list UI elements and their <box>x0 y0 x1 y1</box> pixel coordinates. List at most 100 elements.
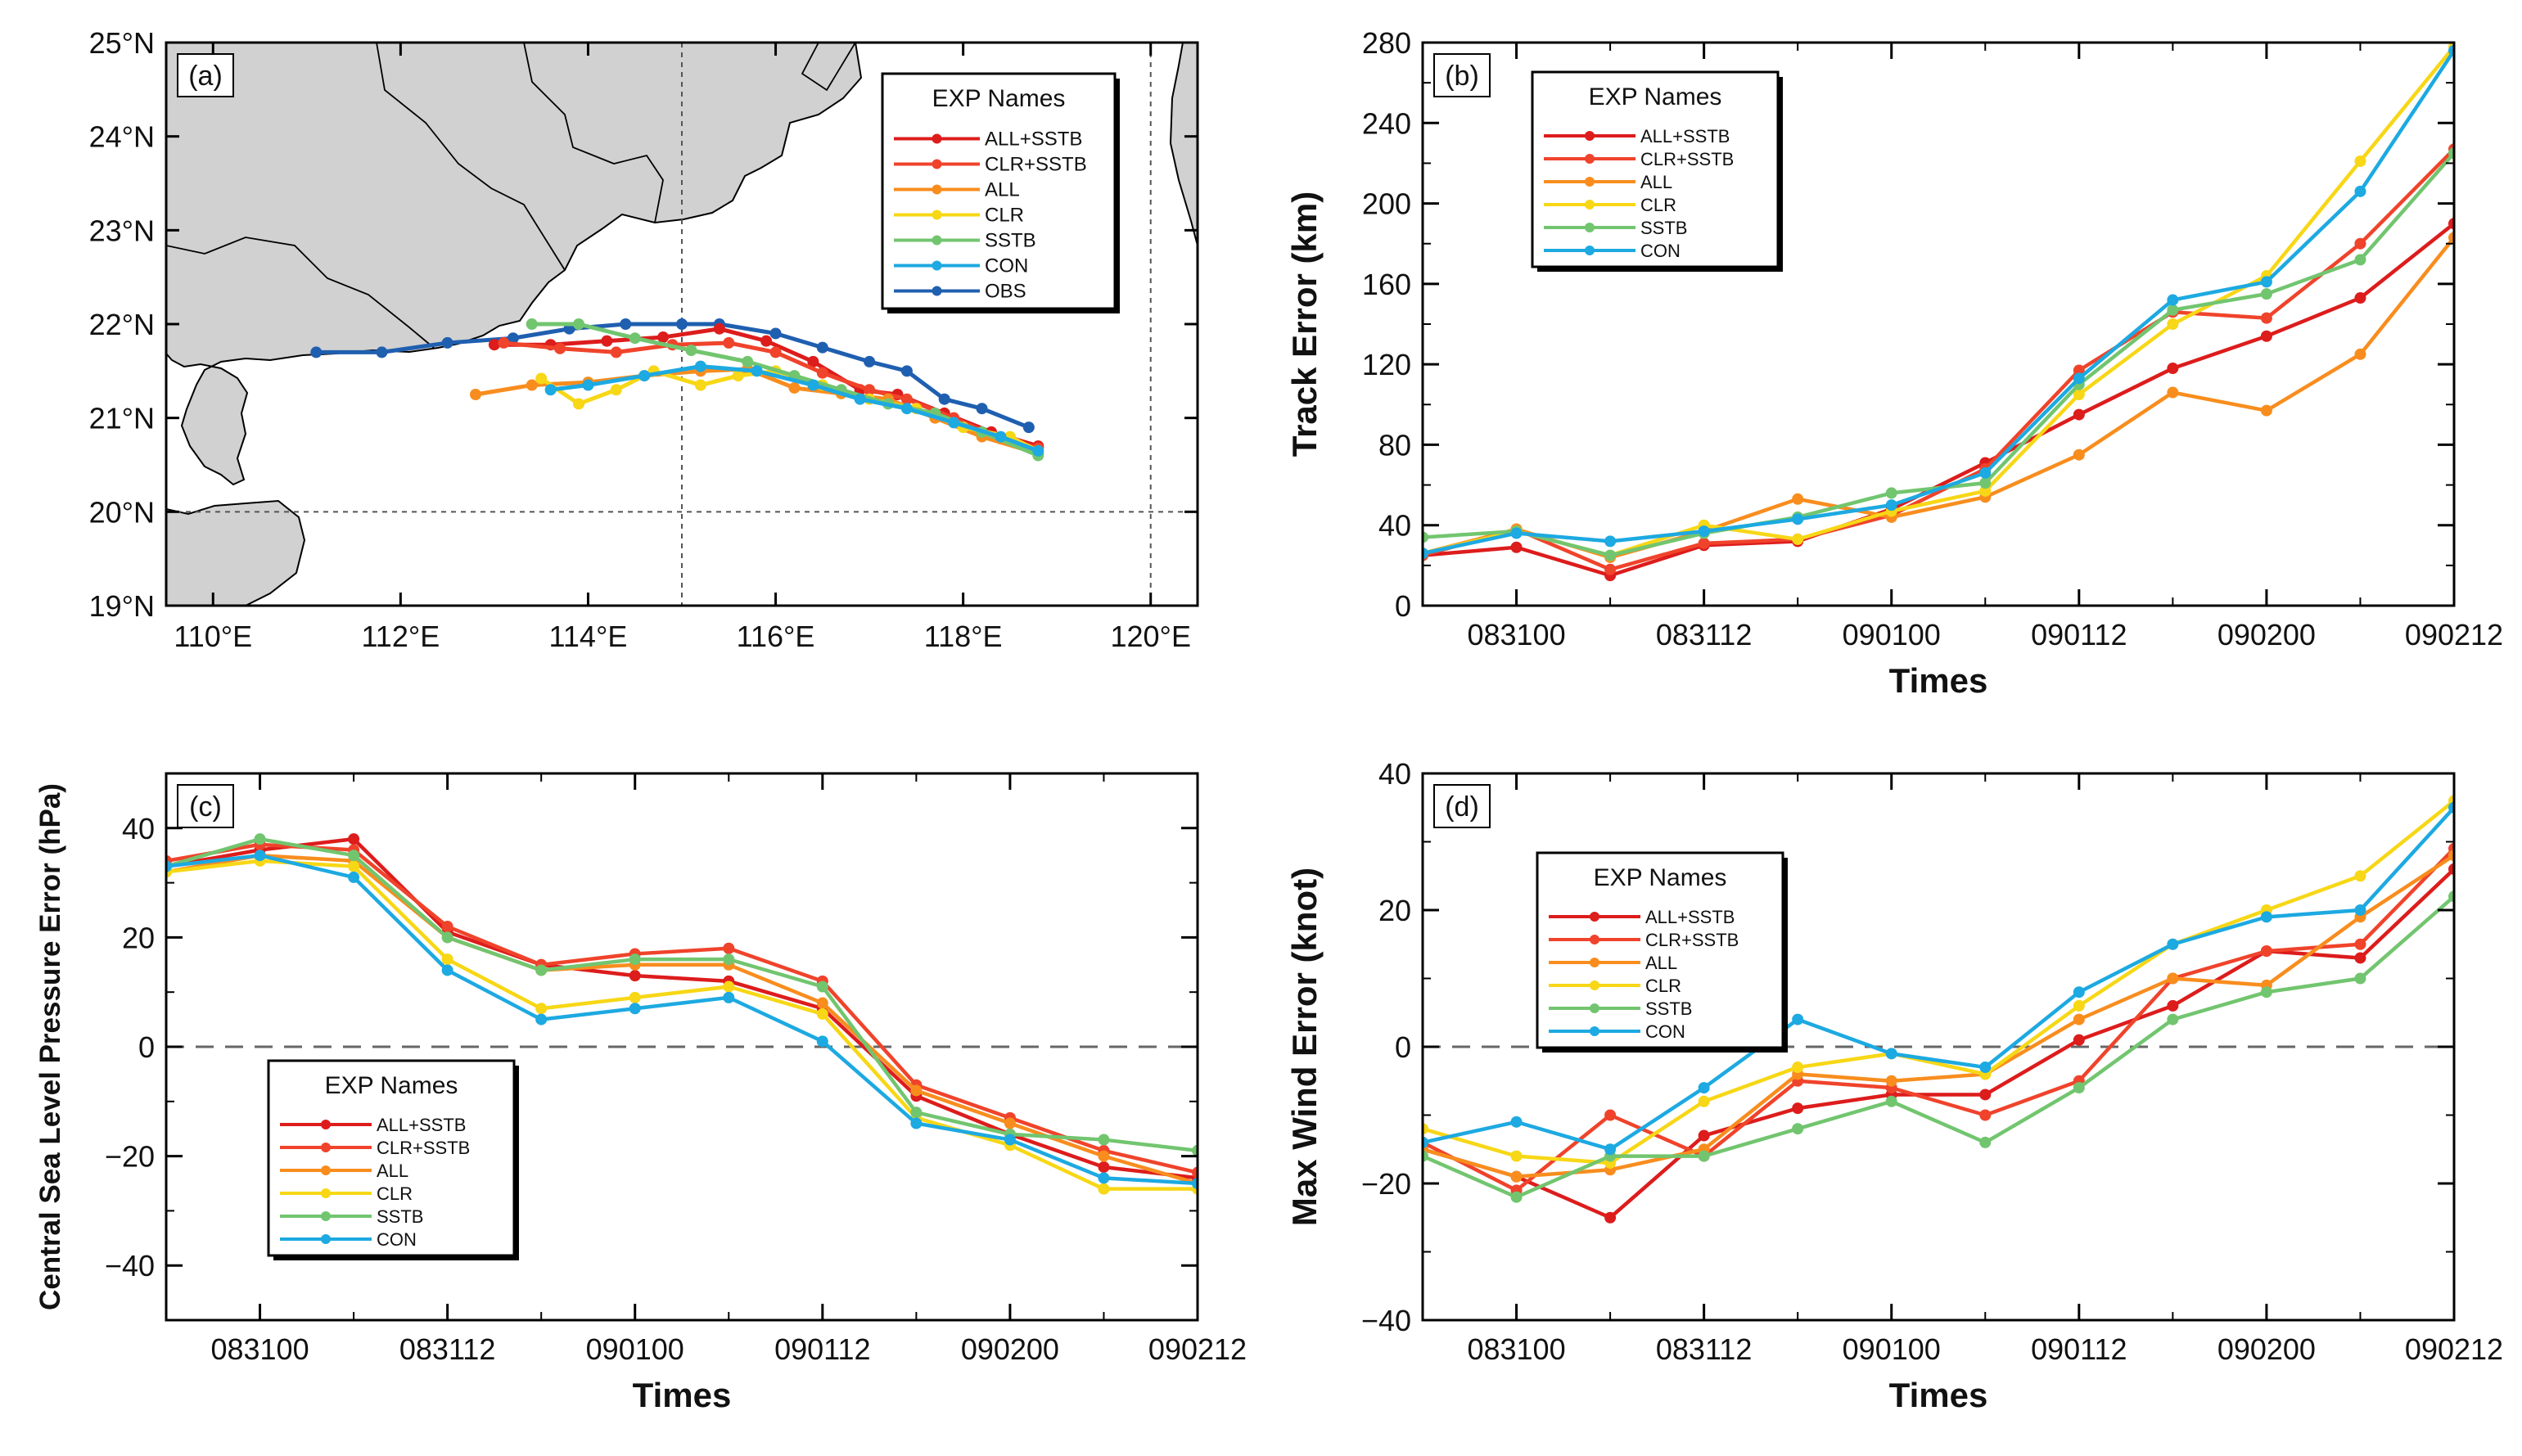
data-point-all-plus-sstb <box>1604 1211 1617 1224</box>
track-point-con <box>854 393 866 405</box>
x-tick-label: 116°E <box>737 620 815 653</box>
legend-marker-all-plus-sstb <box>1585 131 1595 141</box>
data-point-sstb <box>441 931 453 944</box>
legend-label-clr: CLR <box>1640 195 1676 215</box>
track-point-all <box>470 389 481 400</box>
province-borders <box>166 43 856 349</box>
panel-c-series <box>166 833 1198 1195</box>
y-tick-label: 40 <box>122 812 155 845</box>
legend-label-clr: CLR <box>377 1183 413 1204</box>
legend-marker-all <box>321 1165 331 1175</box>
data-point-clr <box>2073 999 2085 1012</box>
y-tick-label: 40 <box>1378 757 1411 791</box>
legend-label-all-plus-sstb: ALL+SSTB <box>1640 126 1730 147</box>
legend-marker-clr <box>1585 200 1595 210</box>
data-point-con <box>1698 525 1710 538</box>
data-point-sstb <box>2354 254 2366 266</box>
hainan-land <box>166 499 306 606</box>
legend-marker-all <box>1585 177 1595 187</box>
y-tick-label: 20°N <box>89 495 155 529</box>
track-point-all-plus-sstb <box>713 322 725 335</box>
data-point-all <box>816 997 828 1009</box>
series-line-clr <box>166 859 1198 1191</box>
legend-title: EXP Names <box>1589 83 1722 110</box>
data-point-con <box>441 964 453 976</box>
legend-title: EXP Names <box>932 85 1066 112</box>
data-point-sstb <box>1792 1123 1804 1135</box>
data-point-con <box>629 1003 641 1015</box>
legend-label-con: CON <box>985 255 1028 277</box>
data-point-all-plus-sstb <box>1098 1161 1110 1173</box>
y-tick-label: −40 <box>1361 1304 1411 1337</box>
data-point-clr <box>2167 318 2179 330</box>
panel-b-track-error: 083100 083112 090100 090112 090200 090212 0 40 8… <box>1285 26 2503 700</box>
data-point-sstb <box>535 964 548 976</box>
track-point-sstb <box>685 345 697 357</box>
panel-tag-box <box>1433 53 1491 97</box>
panel-tag-label: (c) <box>189 791 222 823</box>
legend-label-obs: OBS <box>985 281 1026 303</box>
panel-c-tag: (c) <box>177 784 234 828</box>
x-tick-label: 090212 <box>2405 618 2503 651</box>
data-point-sstb <box>629 953 641 966</box>
data-point-all <box>2073 449 2085 461</box>
data-point-all-plus-sstb <box>2073 408 2085 421</box>
legend-label-all: ALL <box>1645 953 1677 973</box>
data-point-all <box>910 1084 923 1097</box>
series-line-clr-plus-sstb <box>166 842 1198 1174</box>
track-point-clr-plus-sstb <box>498 336 510 349</box>
track-point-clr-plus-sstb <box>864 384 876 396</box>
legend-label-clr: CLR <box>985 205 1024 227</box>
data-point-con <box>1423 548 1428 560</box>
data-point-con <box>1004 1134 1016 1146</box>
data-point-clr <box>1979 485 1992 497</box>
data-point-sstb <box>1979 1136 1992 1148</box>
data-point-clr <box>723 980 735 993</box>
y-tick-label: 19°N <box>89 589 155 623</box>
y-tick-label: 280 <box>1362 26 1411 60</box>
data-point-all-plus-sstb <box>2448 218 2454 230</box>
x-axis-title: Times <box>1889 1376 1988 1414</box>
data-point-all-plus-sstb <box>629 970 641 982</box>
track-point-clr <box>573 398 584 410</box>
data-point-all-plus-sstb <box>1698 1129 1710 1142</box>
x-tick-label: 090112 <box>2031 618 2127 651</box>
data-point-sstb <box>254 833 266 845</box>
x-tick-label: 090212 <box>1148 1332 1247 1366</box>
data-point-clr-plus-sstb <box>1604 1109 1617 1121</box>
data-point-all-plus-sstb <box>2167 999 2179 1012</box>
data-point-sstb <box>2448 147 2454 160</box>
y-tick-label: 120 <box>1362 348 1411 381</box>
y-tick-label: 0 <box>1395 589 1411 623</box>
data-point-clr-plus-sstb <box>441 921 453 933</box>
data-point-clr <box>2354 155 2366 167</box>
series-line-con <box>1423 49 2454 556</box>
track-point-clr-plus-sstb <box>900 393 913 405</box>
data-point-clr <box>629 991 641 1003</box>
x-tick-label: 090100 <box>586 1332 684 1366</box>
track-point-sstb <box>573 318 584 330</box>
data-point-sstb <box>348 850 360 862</box>
data-point-con <box>535 1013 548 1026</box>
track-point-con <box>694 360 706 372</box>
data-point-con <box>910 1117 923 1129</box>
legend-marker-clr <box>1590 980 1599 990</box>
y-axis-title: Track Error (km) <box>1285 192 1324 457</box>
y-tick-label: 23°N <box>89 214 155 247</box>
data-point-all-plus-sstb <box>2073 1034 2085 1046</box>
x-tick-label: 083100 <box>1467 618 1565 651</box>
data-point-con <box>1604 1143 1617 1156</box>
data-point-con <box>1604 535 1617 548</box>
legend-label-sstb: SSTB <box>377 1206 423 1227</box>
track-point-obs <box>376 346 388 358</box>
track-point-all <box>526 379 538 391</box>
legend-marker-obs <box>932 286 942 296</box>
y-tick-label: 200 <box>1362 187 1411 221</box>
track-point-obs <box>769 327 782 340</box>
panel-a-legend: EXP Names ALL+SSTB CLR+SSTB ALL CLR SSTB CON OB… <box>881 72 1120 313</box>
panel-tag-label: (a) <box>188 61 223 92</box>
legend-marker-clr <box>932 210 942 220</box>
data-point-sstb <box>2073 1082 2085 1094</box>
